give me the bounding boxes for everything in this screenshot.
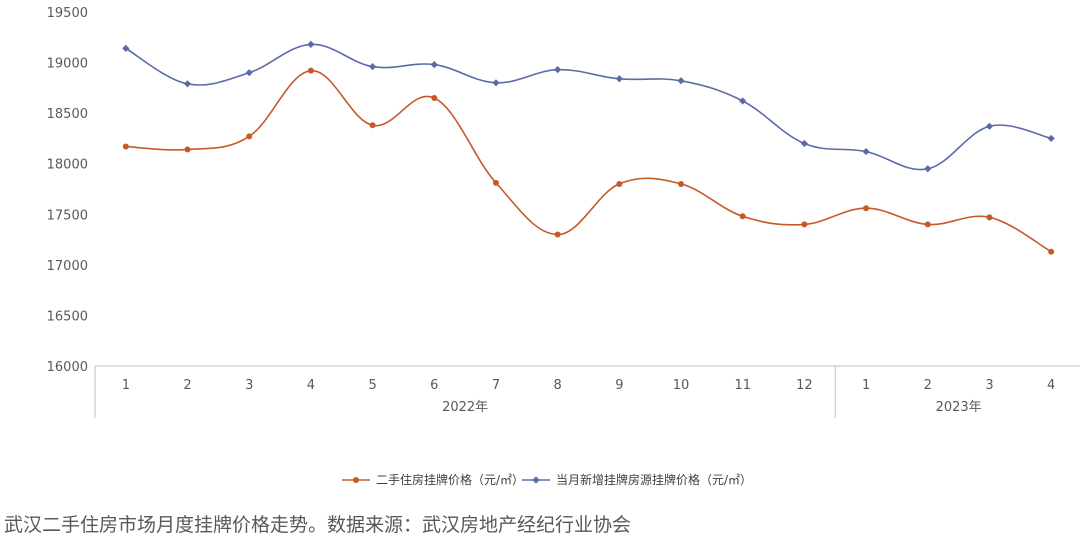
- data-point: [369, 122, 376, 129]
- data-point: [739, 97, 747, 105]
- series-1: [122, 67, 1055, 255]
- x-group-label: 2023年: [936, 400, 982, 415]
- series-line: [125, 69, 1052, 253]
- y-tick-label: 18000: [47, 158, 88, 173]
- data-point: [245, 69, 253, 77]
- data-point: [924, 165, 932, 173]
- data-point: [615, 75, 623, 83]
- y-tick-label: 16000: [47, 360, 88, 375]
- data-point: [862, 147, 870, 156]
- x-tick-label: 2: [183, 378, 191, 393]
- data-point: [492, 79, 500, 87]
- x-tick-label: 8: [554, 378, 562, 393]
- data-point: [368, 63, 377, 71]
- x-tick-label: 2: [924, 378, 932, 393]
- data-point: [1048, 248, 1055, 255]
- data-point: [430, 60, 438, 69]
- data-point: [985, 122, 994, 130]
- data-point: [184, 146, 191, 153]
- data-point: [122, 44, 130, 53]
- data-point: [122, 143, 129, 150]
- data-point: [986, 214, 993, 221]
- y-tick-label: 17000: [47, 259, 88, 274]
- legend-marker: [532, 476, 540, 484]
- line-chart: 16000 16500 17000 17500 18000 18500 19000 19500…: [47, 6, 1080, 487]
- x-tick-label: 10: [673, 378, 690, 393]
- x-group-label: 2022年: [442, 400, 488, 415]
- x-tick-label: 3: [245, 378, 253, 393]
- data-point: [677, 77, 685, 85]
- data-point: [554, 66, 562, 74]
- series-layer: [122, 40, 1055, 255]
- data-point: [1047, 134, 1055, 143]
- x-tick-label: 4: [1047, 378, 1055, 393]
- data-point: [307, 40, 315, 48]
- data-point: [678, 180, 685, 187]
- legend-label: 二手住房挂牌价格（元/㎡）: [376, 472, 524, 487]
- legend-label: 当月新增挂牌房源挂牌价格（元/㎡）: [556, 472, 752, 487]
- data-point: [554, 231, 561, 238]
- data-point: [246, 133, 253, 140]
- y-tick-label: 19000: [47, 57, 88, 72]
- data-point: [492, 179, 499, 186]
- data-point: [739, 213, 746, 220]
- x-tick-label: 7: [492, 378, 500, 393]
- x-tick-label: 11: [734, 378, 751, 393]
- x-tick-label: 3: [985, 378, 993, 393]
- legend-marker: [353, 477, 359, 483]
- x-tick-label: 5: [368, 378, 376, 393]
- data-point: [307, 67, 314, 74]
- x-tick-label: 9: [615, 378, 623, 393]
- data-point: [616, 180, 623, 187]
- figure-caption: 武汉二手住房市场月度挂牌价格走势。数据来源：武汉房地产经纪行业协会: [4, 514, 632, 536]
- series-2: [122, 40, 1055, 173]
- x-tick-label: 1: [122, 378, 130, 393]
- data-point: [863, 205, 870, 212]
- y-tick-label: 18500: [47, 107, 88, 122]
- x-tick-label: 1: [862, 378, 870, 393]
- data-point: [183, 80, 192, 88]
- x-tick-label: 6: [430, 378, 438, 393]
- y-tick-label: 17500: [47, 208, 88, 223]
- x-tick-label: 4: [307, 378, 315, 393]
- x-tick-label: 12: [796, 378, 813, 393]
- y-tick-label: 19500: [47, 6, 88, 21]
- y-tick-label: 16500: [47, 309, 88, 324]
- data-point: [800, 139, 809, 148]
- legend: 二手住房挂牌价格（元/㎡） 当月新增挂牌房源挂牌价格（元/㎡）: [342, 472, 752, 487]
- data-point: [924, 221, 931, 228]
- y-axis: 16000 16500 17000 17500 18000 18500 19000 19500: [47, 6, 88, 375]
- series-line: [125, 43, 1052, 171]
- data-point: [801, 221, 808, 228]
- data-point: [431, 94, 438, 101]
